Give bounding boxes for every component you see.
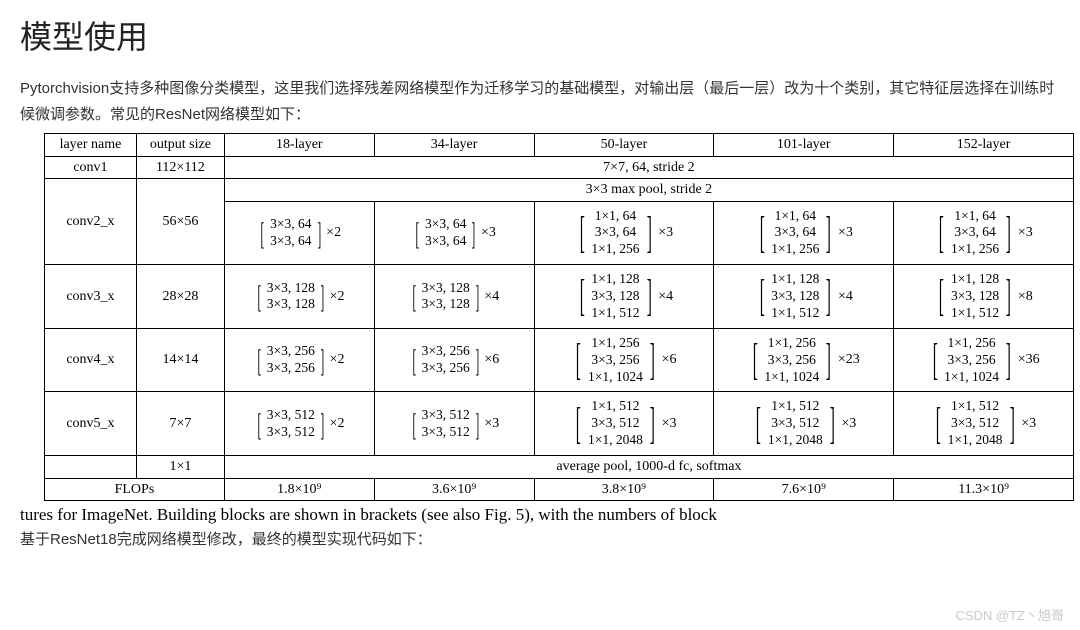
- cell-34: [3×3, 5123×3, 512]×3: [374, 392, 534, 456]
- cell-101: 7.6×10⁹: [714, 478, 894, 501]
- table-caption-fragment: tures for ImageNet. Building blocks are …: [20, 505, 1060, 525]
- cell-50: [1×1, 643×3, 641×1, 256]×3: [534, 201, 714, 265]
- cell-out: 56×56: [136, 179, 224, 265]
- cell-18: [3×3, 2563×3, 256]×2: [224, 328, 374, 392]
- cell-layer: conv2_x: [45, 179, 137, 265]
- cell-out: 7×7: [136, 392, 224, 456]
- row-conv1: conv1 112×112 7×7, 64, stride 2: [45, 156, 1074, 179]
- row-pool: conv2_x 56×56 3×3 max pool, stride 2: [45, 179, 1074, 202]
- cell-34: [3×3, 1283×3, 128]×4: [374, 265, 534, 329]
- cell-18: [3×3, 1283×3, 128]×2: [224, 265, 374, 329]
- col-50: 50-layer: [534, 134, 714, 157]
- cell-flops-label: FLOPs: [45, 478, 225, 501]
- cell-50: 3.8×10⁹: [534, 478, 714, 501]
- cell-34: [3×3, 643×3, 64]×3: [374, 201, 534, 265]
- cell-34: 3.6×10⁹: [374, 478, 534, 501]
- watermark: CSDN @TZ丶旭哥: [955, 605, 1064, 624]
- cell-50: [1×1, 5123×3, 5121×1, 2048]×3: [534, 392, 714, 456]
- row-avgpool: 1×1 average pool, 1000-d fc, softmax: [45, 456, 1074, 479]
- col-101: 101-layer: [714, 134, 894, 157]
- cell-out: 1×1: [136, 456, 224, 479]
- cell-layer: [45, 456, 137, 479]
- row-conv5: conv5_x 7×7 [3×3, 5123×3, 512]×2 [3×3, 5…: [45, 392, 1074, 456]
- cell-18: 1.8×10⁹: [224, 478, 374, 501]
- cell-avg-desc: average pool, 1000-d fc, softmax: [224, 456, 1073, 479]
- cell-152: 11.3×10⁹: [894, 478, 1074, 501]
- cell-50: [1×1, 1283×3, 1281×1, 512]×4: [534, 265, 714, 329]
- cell-18: [3×3, 5123×3, 512]×2: [224, 392, 374, 456]
- cell-18: [3×3, 643×3, 64]×2: [224, 201, 374, 265]
- cell-152: [1×1, 643×3, 641×1, 256]×3: [894, 201, 1074, 265]
- cell-out: 28×28: [136, 265, 224, 329]
- col-18: 18-layer: [224, 134, 374, 157]
- cell-152: [1×1, 2563×3, 2561×1, 1024]×36: [894, 328, 1074, 392]
- row-conv3: conv3_x 28×28 [3×3, 1283×3, 128]×2 [3×3,…: [45, 265, 1074, 329]
- col-layer: layer name: [45, 134, 137, 157]
- cell-101: [1×1, 2563×3, 2561×1, 1024]×23: [714, 328, 894, 392]
- page-title: 模型使用: [20, 12, 1060, 58]
- cell-50: [1×1, 2563×3, 2561×1, 1024]×6: [534, 328, 714, 392]
- col-34: 34-layer: [374, 134, 534, 157]
- cell-layer: conv3_x: [45, 265, 137, 329]
- cell-layer: conv1: [45, 156, 137, 179]
- col-152: 152-layer: [894, 134, 1074, 157]
- row-flops: FLOPs 1.8×10⁹ 3.6×10⁹ 3.8×10⁹ 7.6×10⁹ 11…: [45, 478, 1074, 501]
- row-conv4: conv4_x 14×14 [3×3, 2563×3, 256]×2 [3×3,…: [45, 328, 1074, 392]
- col-output: output size: [136, 134, 224, 157]
- table-header-row: layer name output size 18-layer 34-layer…: [45, 134, 1074, 157]
- cell-101: [1×1, 643×3, 641×1, 256]×3: [714, 201, 894, 265]
- cell-conv1-desc: 7×7, 64, stride 2: [224, 156, 1073, 179]
- cell-101: [1×1, 1283×3, 1281×1, 512]×4: [714, 265, 894, 329]
- post-paragraph: 基于ResNet18完成网络模型修改，最终的模型实现代码如下：: [20, 527, 1060, 553]
- intro-paragraph: Pytorchvision支持多种图像分类模型，这里我们选择残差网络模型作为迁移…: [20, 76, 1060, 127]
- cell-pool-desc: 3×3 max pool, stride 2: [224, 179, 1073, 202]
- cell-152: [1×1, 5123×3, 5121×1, 2048]×3: [894, 392, 1074, 456]
- cell-34: [3×3, 2563×3, 256]×6: [374, 328, 534, 392]
- cell-out: 14×14: [136, 328, 224, 392]
- cell-101: [1×1, 5123×3, 5121×1, 2048]×3: [714, 392, 894, 456]
- cell-layer: conv5_x: [45, 392, 137, 456]
- resnet-table: layer name output size 18-layer 34-layer…: [44, 133, 1074, 501]
- cell-out: 112×112: [136, 156, 224, 179]
- cell-layer: conv4_x: [45, 328, 137, 392]
- cell-152: [1×1, 1283×3, 1281×1, 512]×8: [894, 265, 1074, 329]
